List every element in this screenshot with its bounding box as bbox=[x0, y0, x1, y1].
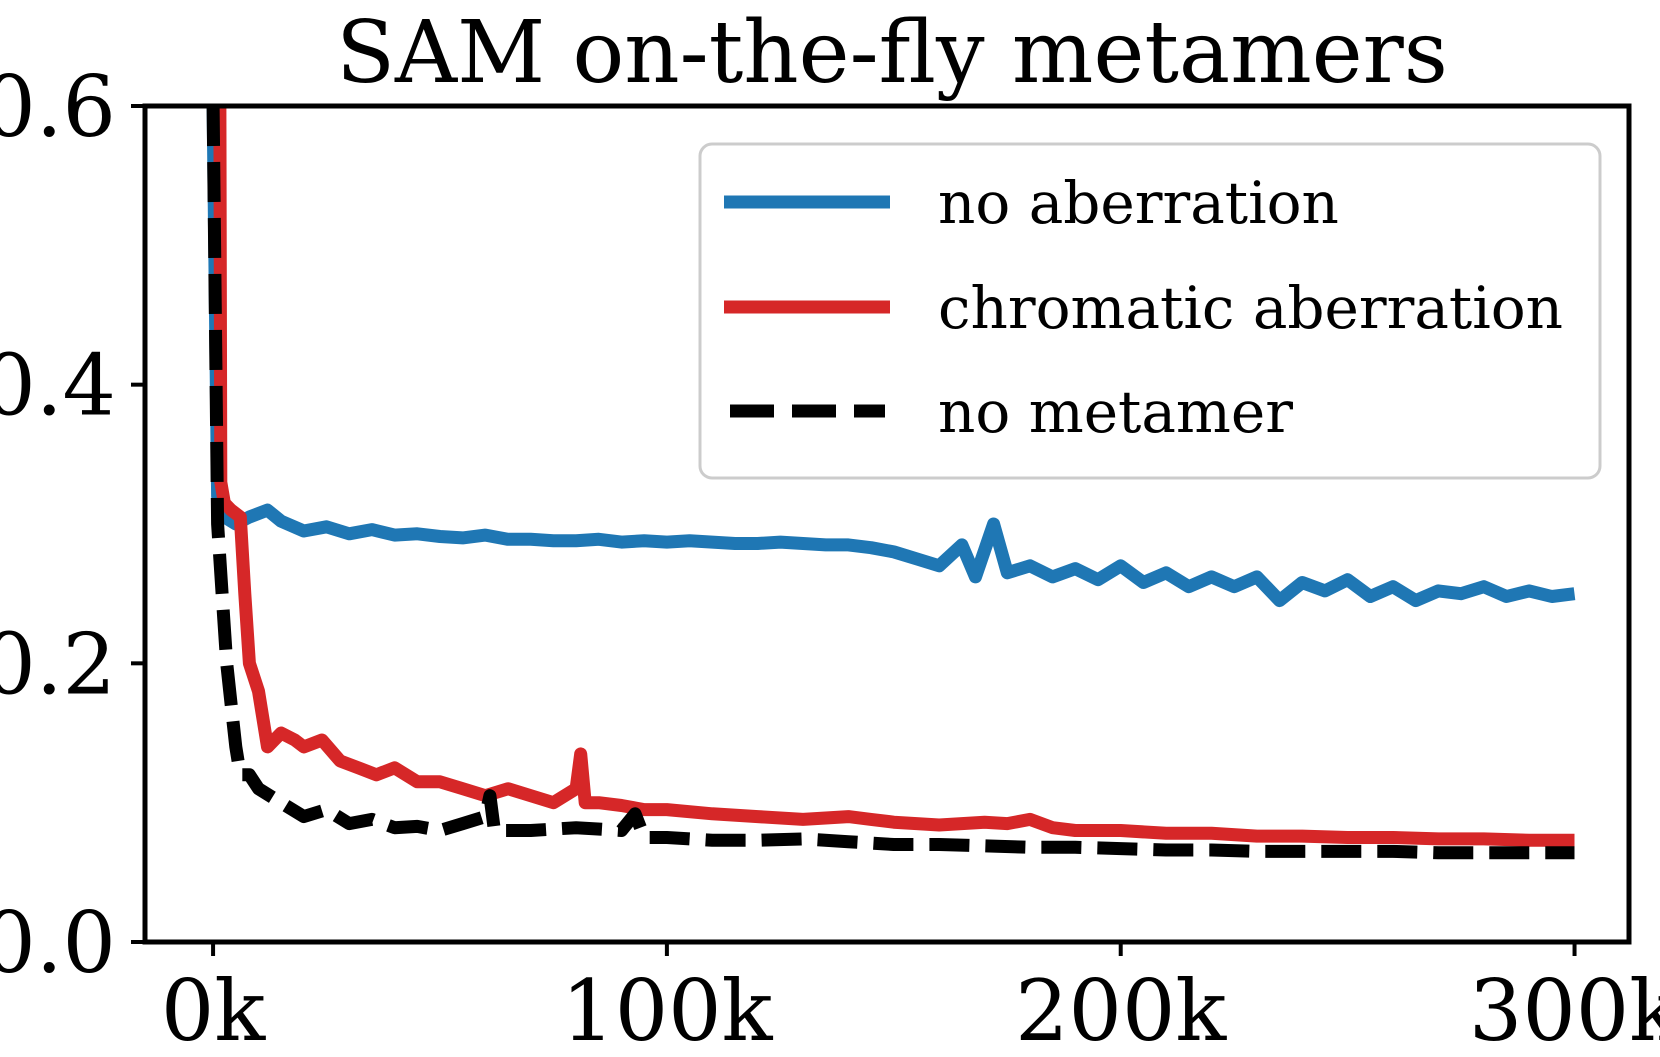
x-tick-label: 200k bbox=[1015, 962, 1227, 1057]
series-layer bbox=[206, 106, 1576, 860]
legend-box bbox=[698, 142, 1602, 480]
y-tick-label: 0.4 bbox=[0, 337, 116, 435]
y-tick-label: 0.0 bbox=[0, 894, 116, 992]
series-line-no-aberration bbox=[206, 106, 1576, 608]
x-tick-label: 300k bbox=[1469, 962, 1660, 1057]
legend-label-no-aberration: no aberration bbox=[938, 169, 1339, 237]
axis-ticks: 0k 100k 200k 300k 0.0 0.2 0.4 0.6 bbox=[0, 58, 1660, 1057]
series-line-no-metamer bbox=[206, 106, 1575, 860]
series-line-chromatic-aberration bbox=[213, 106, 1575, 847]
x-tick-label: 0k bbox=[161, 962, 266, 1057]
y-tick-label: 0.2 bbox=[0, 615, 116, 713]
y-tick-label: 0.6 bbox=[0, 58, 116, 156]
legend-label-no-metamer: no metamer bbox=[938, 378, 1293, 446]
legend: no aberration chromatic aberration no me… bbox=[698, 142, 1602, 480]
chart-title: SAM on-the-fly metamers bbox=[336, 3, 1448, 103]
plot-frame bbox=[142, 103, 1632, 945]
legend-label-chromatic-aberration: chromatic aberration bbox=[938, 274, 1563, 342]
x-tick-label: 100k bbox=[561, 962, 773, 1057]
